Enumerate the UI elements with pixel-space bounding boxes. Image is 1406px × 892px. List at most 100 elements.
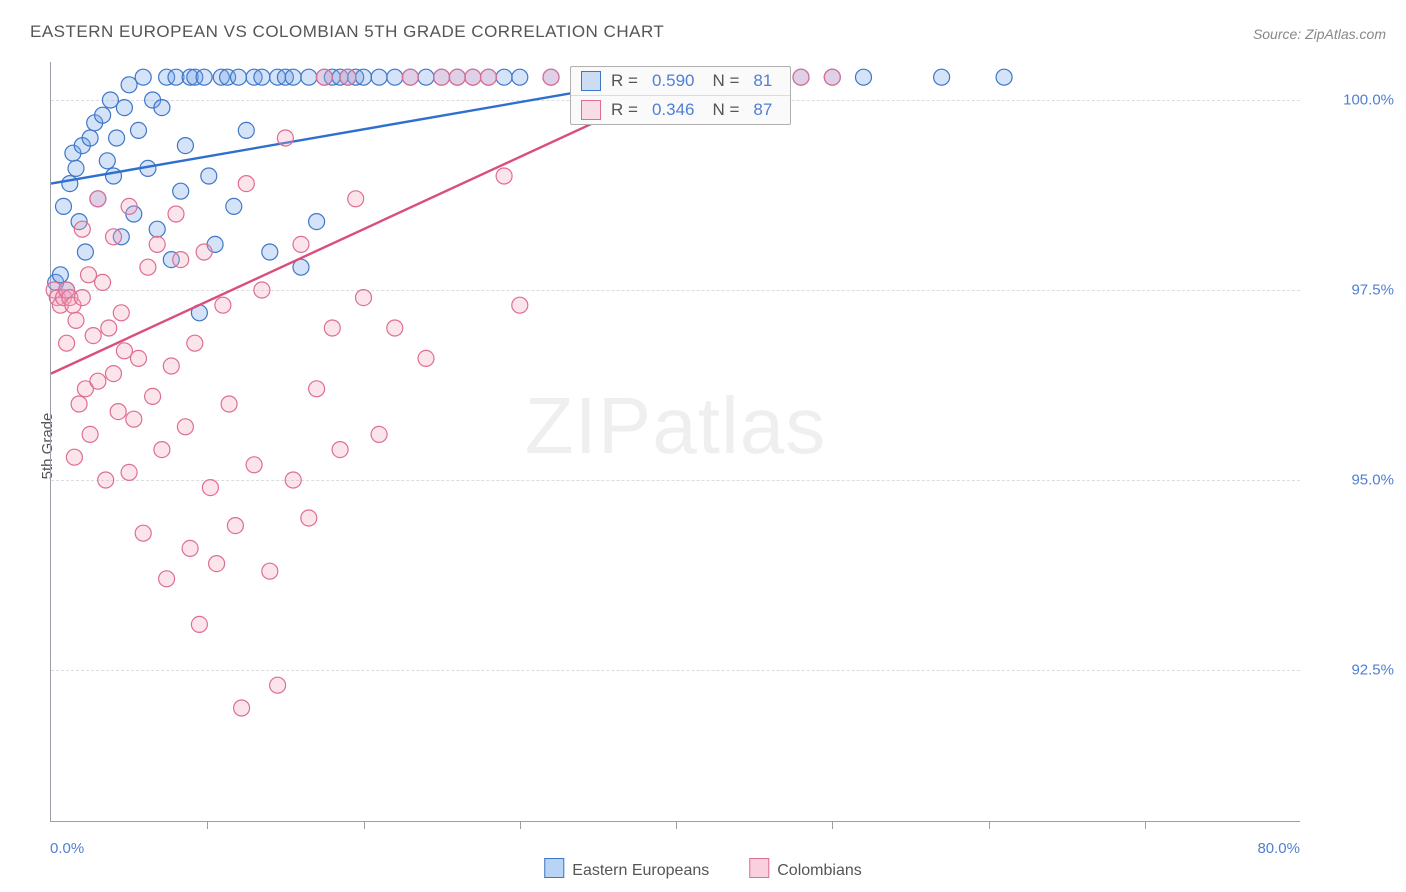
scatter-point-colombian [74, 290, 90, 306]
scatter-point-colombian [332, 442, 348, 458]
scatter-point-colombian [543, 69, 559, 85]
scatter-point-eastern [496, 69, 512, 85]
scatter-point-eastern [512, 69, 528, 85]
scatter-point-eastern [226, 198, 242, 214]
scatter-point-colombian [59, 335, 75, 351]
x-tick [1145, 821, 1146, 829]
scatter-point-colombian [481, 69, 497, 85]
scatter-point-colombian [90, 191, 106, 207]
y-tick-label: 95.0% [1351, 472, 1394, 489]
scatter-point-colombian [159, 571, 175, 587]
scatter-point-colombian [66, 449, 82, 465]
scatter-point-eastern [116, 100, 132, 116]
scatter-point-colombian [182, 540, 198, 556]
scatter-point-eastern [99, 153, 115, 169]
scatter-point-colombian [101, 320, 117, 336]
scatter-point-colombian [277, 130, 293, 146]
scatter-point-colombian [68, 312, 84, 328]
scatter-point-colombian [227, 518, 243, 534]
scatter-point-colombian [402, 69, 418, 85]
legend-label: Eastern Europeans [572, 862, 709, 879]
scatter-point-colombian [234, 700, 250, 716]
stat-r-value: 0.590 [652, 71, 695, 91]
scatter-point-eastern [996, 69, 1012, 85]
legend-item: Colombians [749, 858, 861, 880]
x-min-label: 0.0% [50, 840, 84, 857]
scatter-point-colombian [348, 191, 364, 207]
scatter-point-colombian [324, 320, 340, 336]
chart-source: Source: ZipAtlas.com [1253, 26, 1386, 42]
x-tick [520, 821, 521, 829]
scatter-point-eastern [82, 130, 98, 146]
x-tick [207, 821, 208, 829]
stat-swatch [581, 100, 601, 120]
scatter-point-colombian [246, 457, 262, 473]
scatter-point-eastern [154, 100, 170, 116]
scatter-point-eastern [106, 168, 122, 184]
scatter-point-colombian [149, 236, 165, 252]
scatter-point-colombian [177, 419, 193, 435]
scatter-point-colombian [145, 388, 161, 404]
scatter-point-colombian [110, 404, 126, 420]
scatter-point-eastern [131, 122, 147, 138]
scatter-point-eastern [149, 221, 165, 237]
scatter-point-colombian [262, 563, 278, 579]
y-tick-label: 92.5% [1351, 662, 1394, 679]
scatter-point-colombian [387, 320, 403, 336]
scatter-point-colombian [106, 366, 122, 382]
plot-svg [51, 62, 1301, 822]
scatter-point-eastern [62, 176, 78, 192]
legend-swatch [544, 858, 564, 878]
stat-n-value: 87 [753, 100, 772, 120]
scatter-point-colombian [254, 282, 270, 298]
scatter-point-colombian [106, 229, 122, 245]
scatter-point-colombian [202, 480, 218, 496]
scatter-point-eastern [254, 69, 270, 85]
stat-n-value: 81 [753, 71, 772, 91]
scatter-point-colombian [163, 358, 179, 374]
scatter-point-colombian [187, 335, 203, 351]
scatter-point-eastern [356, 69, 372, 85]
stat-n-label: N = [712, 71, 739, 91]
source-prefix: Source: [1253, 26, 1305, 42]
scatter-point-colombian [238, 176, 254, 192]
scatter-point-colombian [434, 69, 450, 85]
scatter-point-eastern [77, 244, 93, 260]
scatter-point-eastern [52, 267, 68, 283]
x-tick [989, 821, 990, 829]
scatter-point-colombian [824, 69, 840, 85]
scatter-point-colombian [81, 267, 97, 283]
scatter-point-colombian [191, 616, 207, 632]
scatter-point-colombian [356, 290, 372, 306]
scatter-point-colombian [196, 244, 212, 260]
scatter-plot-area: ZIPatlas [50, 62, 1300, 822]
legend-item: Eastern Europeans [544, 858, 709, 880]
scatter-point-eastern [856, 69, 872, 85]
scatter-point-eastern [418, 69, 434, 85]
source-name: ZipAtlas.com [1305, 26, 1386, 42]
scatter-point-eastern [196, 69, 212, 85]
scatter-point-colombian [71, 396, 87, 412]
stat-row-colombian: R =0.346N =87 [571, 95, 790, 124]
scatter-point-colombian [113, 305, 129, 321]
scatter-point-colombian [121, 464, 137, 480]
scatter-point-eastern [68, 160, 84, 176]
x-tick [832, 821, 833, 829]
scatter-point-eastern [238, 122, 254, 138]
scatter-point-colombian [316, 69, 332, 85]
scatter-point-eastern [309, 214, 325, 230]
scatter-point-colombian [140, 259, 156, 275]
scatter-point-colombian [270, 677, 286, 693]
scatter-point-colombian [465, 69, 481, 85]
y-tick-label: 100.0% [1343, 92, 1394, 109]
scatter-point-eastern [121, 77, 137, 93]
stat-swatch [581, 71, 601, 91]
scatter-point-colombian [121, 198, 137, 214]
stat-r-label: R = [611, 71, 638, 91]
x-max-label: 80.0% [1257, 840, 1300, 857]
scatter-point-colombian [90, 373, 106, 389]
scatter-point-colombian [449, 69, 465, 85]
scatter-point-eastern [387, 69, 403, 85]
scatter-point-colombian [340, 69, 356, 85]
scatter-point-colombian [168, 206, 184, 222]
